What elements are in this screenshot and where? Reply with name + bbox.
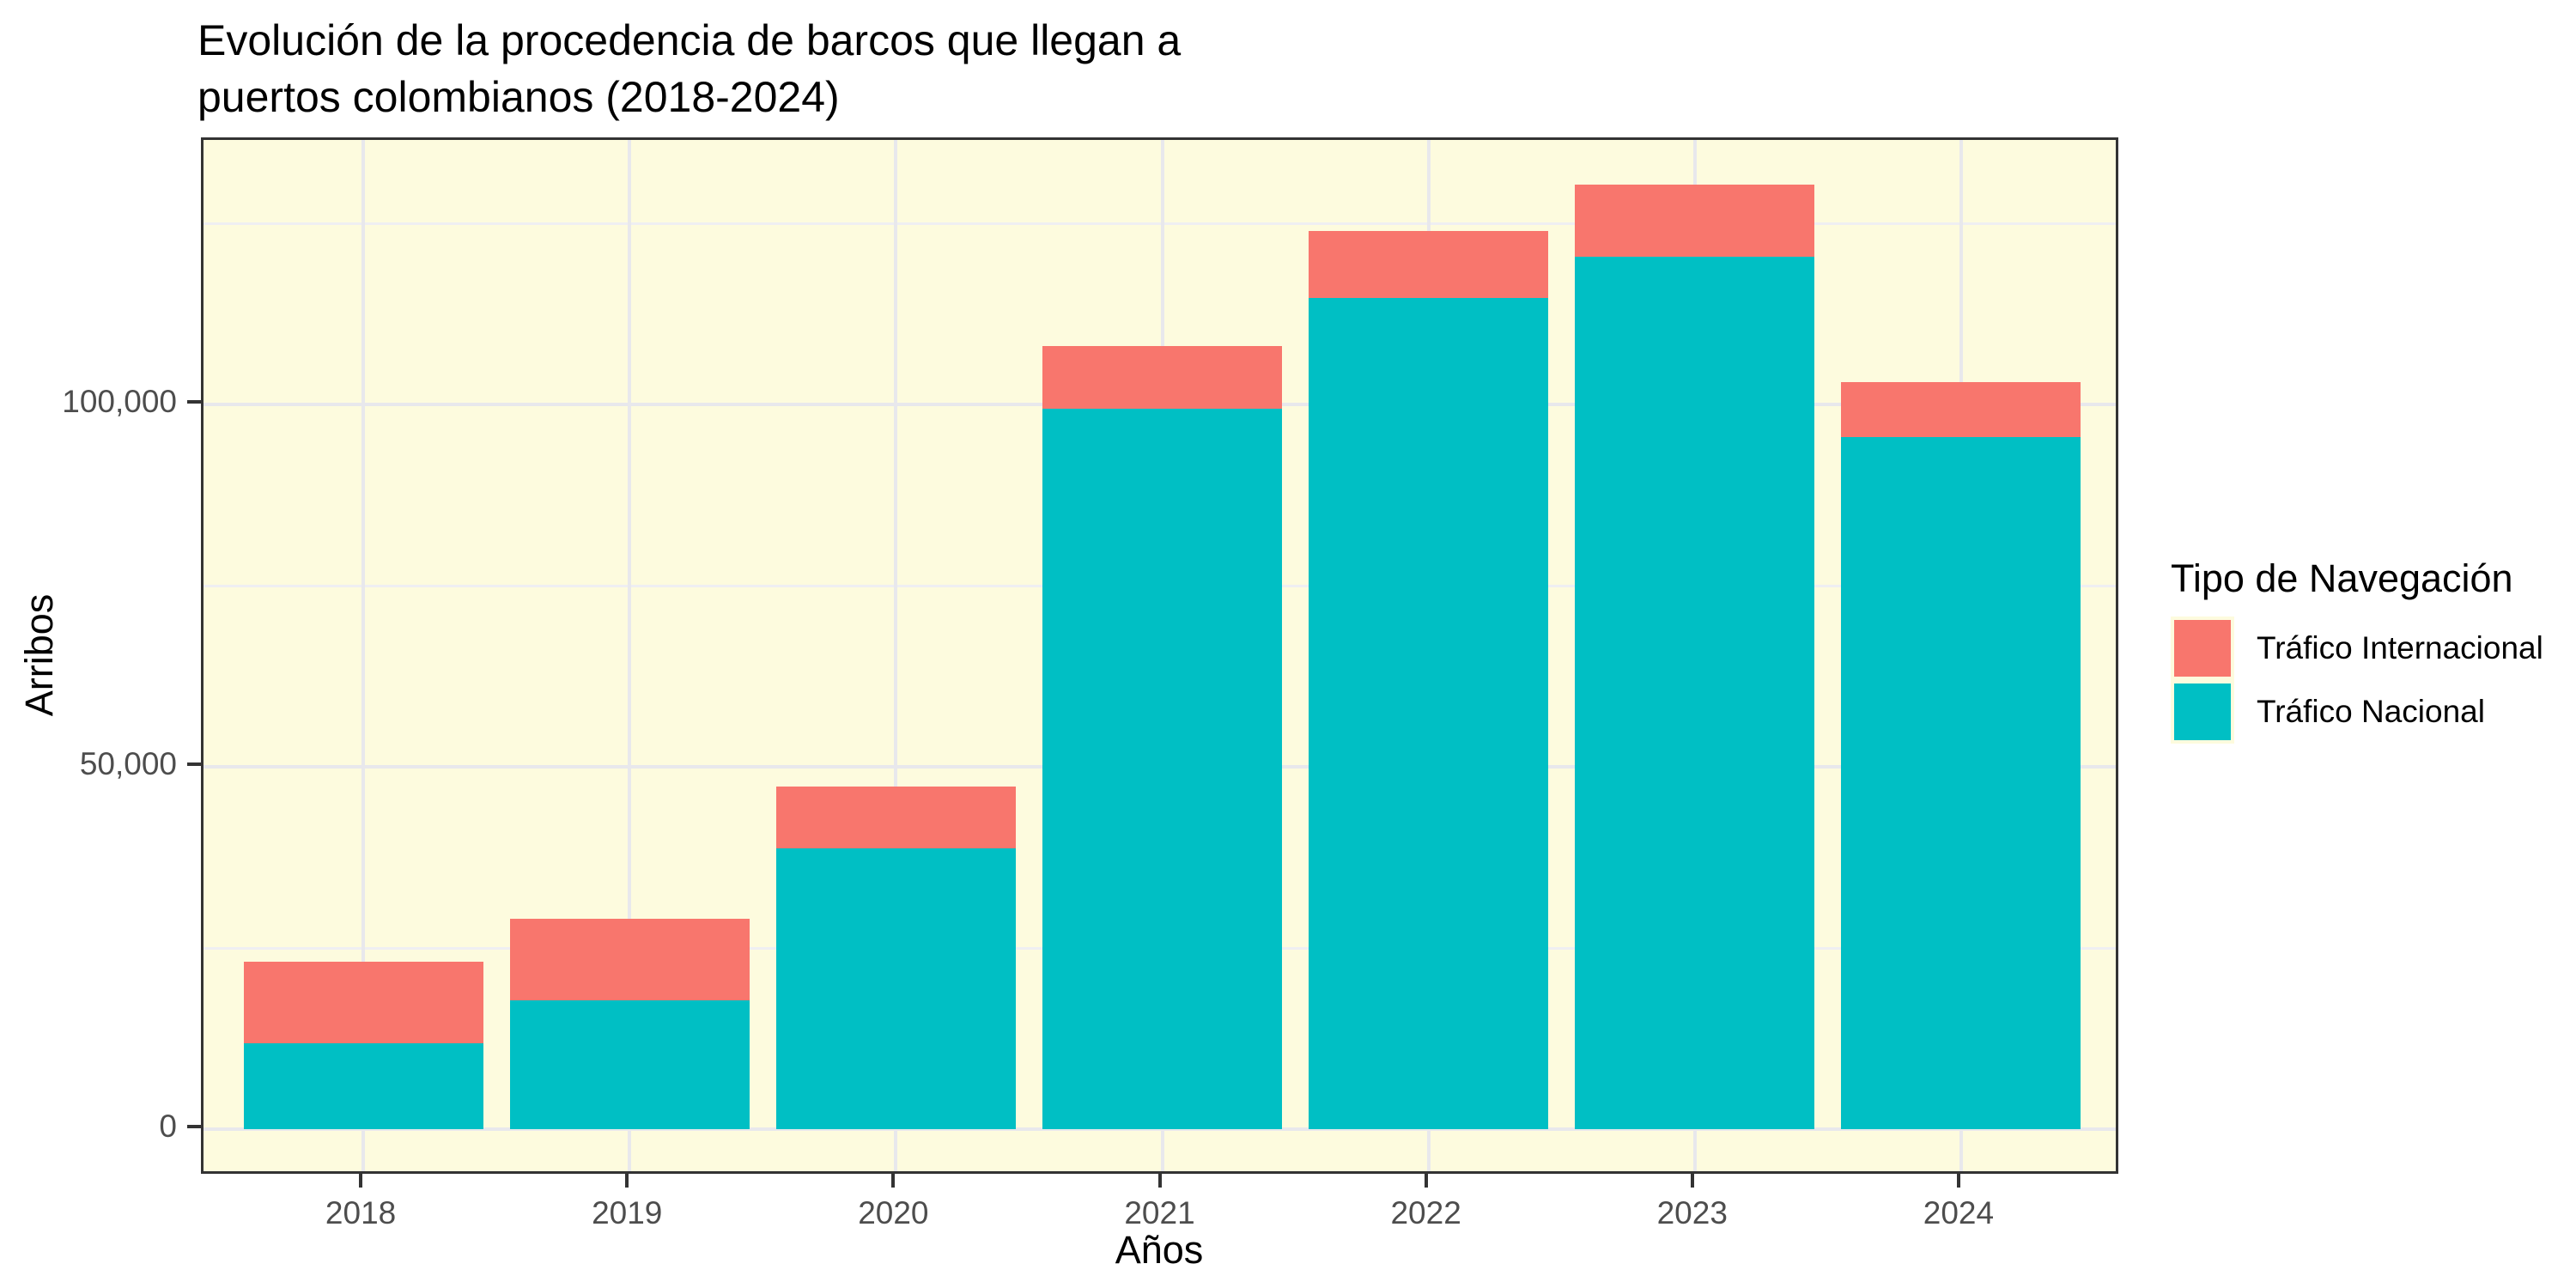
chart-title-line1: Evolución de la procedencia de barcos qu… bbox=[197, 16, 1182, 64]
x-tick-label: 2018 bbox=[325, 1195, 397, 1230]
gridline-major-h bbox=[204, 1127, 2116, 1132]
bar-segment-nacional-2024 bbox=[1841, 437, 2081, 1130]
x-tick-mark bbox=[1424, 1174, 1428, 1188]
x-tick-mark bbox=[1690, 1174, 1694, 1188]
x-tick-label: 2023 bbox=[1656, 1195, 1728, 1230]
bar-segment-nacional-2022 bbox=[1309, 298, 1549, 1130]
bar-segment-internacional-2022 bbox=[1309, 230, 1549, 298]
x-tick-label: 2021 bbox=[1124, 1195, 1195, 1230]
nacional-swatch bbox=[2174, 683, 2231, 740]
x-tick-mark bbox=[891, 1174, 896, 1188]
bar-segment-internacional-2020 bbox=[775, 787, 1016, 849]
y-axis-title: Arribos bbox=[17, 593, 61, 717]
legend-label-nacional: Tráfico Nacional bbox=[2257, 694, 2485, 729]
legend-title: Tipo de Navegación bbox=[2171, 556, 2513, 600]
x-tick-label: 2019 bbox=[592, 1195, 663, 1230]
bar-segment-internacional-2023 bbox=[1575, 184, 1815, 257]
bar-segment-nacional-2021 bbox=[1042, 409, 1283, 1130]
gridline-minor-h bbox=[204, 222, 2116, 225]
x-tick-label: 2020 bbox=[858, 1195, 929, 1230]
x-tick-mark bbox=[625, 1174, 629, 1188]
x-tick-label: 2024 bbox=[1923, 1195, 1995, 1230]
bar-segment-nacional-2019 bbox=[509, 999, 750, 1130]
chart-title: Evolución de la procedencia de barcos qu… bbox=[197, 12, 1181, 125]
x-tick-mark bbox=[1157, 1174, 1162, 1188]
y-tick-mark bbox=[187, 400, 201, 404]
gridline-major-v bbox=[628, 140, 632, 1171]
bar-segment-internacional-2021 bbox=[1042, 345, 1283, 410]
bar-segment-nacional-2020 bbox=[775, 848, 1016, 1130]
x-tick-mark bbox=[1956, 1174, 1960, 1188]
legend-key-nacional bbox=[2171, 680, 2234, 744]
legend-label-internacional: Tráfico Internacional bbox=[2257, 630, 2543, 665]
x-axis-title: Años bbox=[1115, 1228, 1204, 1272]
y-tick-label: 50,000 bbox=[79, 746, 177, 782]
legend-key-internacional bbox=[2171, 617, 2234, 680]
bar-segment-nacional-2018 bbox=[243, 1043, 483, 1130]
x-tick-label: 2022 bbox=[1390, 1195, 1461, 1230]
gridline-major-v bbox=[361, 140, 366, 1171]
y-tick-label: 0 bbox=[159, 1109, 177, 1145]
legend-item-internacional: Tráfico Internacional bbox=[2171, 617, 2543, 680]
chart-title-line2: puertos colombianos (2018-2024) bbox=[197, 73, 840, 121]
legend-item-nacional: Tráfico Nacional bbox=[2171, 680, 2543, 744]
gridline-major-v bbox=[894, 140, 898, 1171]
bar-segment-nacional-2023 bbox=[1575, 256, 1815, 1130]
y-tick-mark bbox=[187, 1125, 201, 1129]
bar-segment-internacional-2018 bbox=[243, 962, 483, 1044]
legend: Tipo de Navegación Tráfico Internacional… bbox=[2171, 556, 2543, 744]
x-tick-mark bbox=[359, 1174, 363, 1188]
bar-segment-internacional-2024 bbox=[1841, 382, 2081, 438]
y-tick-label: 100,000 bbox=[62, 384, 177, 420]
plot-panel bbox=[201, 137, 2118, 1174]
bar-segment-internacional-2019 bbox=[509, 919, 750, 1000]
internacional-swatch bbox=[2174, 620, 2231, 677]
y-tick-mark bbox=[187, 762, 201, 767]
